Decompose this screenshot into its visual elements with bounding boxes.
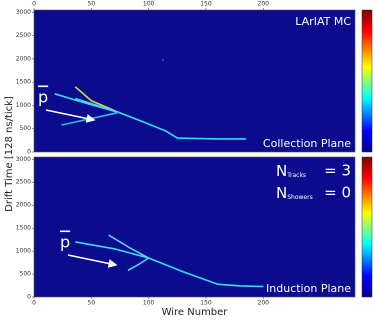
y-tick-label: 1000: [16, 102, 31, 109]
track: [75, 97, 120, 114]
y-tick-label: 2000: [16, 202, 31, 209]
y-tick-label: 1500: [16, 225, 31, 232]
track: [127, 257, 150, 272]
colorbar: [361, 9, 373, 153]
x-tick-label: 0: [32, 1, 36, 8]
annotation-symbol: N: [276, 184, 287, 202]
x-tick-label: 200: [258, 300, 270, 307]
x-tick-label: 200: [258, 1, 270, 8]
y-tick-label: 0: [27, 149, 31, 156]
annotation-value: = 3: [324, 162, 351, 180]
panel-label: LArIAT MC: [295, 15, 351, 28]
x-tick-label: 100: [143, 1, 155, 8]
plot-area: [33, 9, 356, 153]
y-tick-label: 3000: [16, 9, 31, 16]
track: [74, 86, 120, 114]
track: [161, 58, 165, 62]
y-axis-label: Drift Time [128 ns/tick]: [4, 96, 15, 212]
y-tick-label: 2000: [16, 55, 31, 62]
y-tick-label: 2500: [16, 179, 31, 186]
x-tick-label: 50: [88, 1, 96, 8]
annotation-subscript: Showers: [287, 194, 312, 201]
annotation: NShowers: [276, 184, 313, 202]
annotation-value: = 0: [324, 184, 351, 202]
track: [108, 234, 150, 259]
x-tick-label: 150: [200, 300, 212, 307]
y-tick-label: 500: [20, 271, 32, 278]
plane-label: Collection Plane: [263, 137, 351, 150]
y-tick-label: 2500: [16, 32, 31, 39]
plane-label: Induction Plane: [266, 282, 351, 295]
particle-label: p: [60, 233, 70, 252]
y-tick-label: 500: [20, 125, 32, 132]
particle-label: p: [38, 88, 48, 107]
x-tick-label: 0: [32, 300, 36, 307]
annotation: NTracks: [276, 162, 306, 180]
x-axis-label: Wire Number: [162, 307, 229, 318]
plot-area: [33, 156, 356, 298]
y-tick-label: 0: [27, 294, 31, 301]
colorbar: [361, 156, 373, 298]
x-tick-label: 100: [143, 300, 155, 307]
x-tick-label: 50: [88, 300, 96, 307]
y-tick-label: 1500: [16, 79, 31, 86]
y-tick-label: 3000: [16, 156, 31, 163]
arrow: [67, 254, 118, 268]
annotation-subscript: Tracks: [286, 172, 306, 179]
track: [54, 93, 247, 140]
x-tick-label: 150: [200, 1, 212, 8]
annotation-symbol: N: [276, 162, 287, 180]
y-tick-label: 1000: [16, 248, 31, 255]
track: [75, 241, 264, 288]
arrow: [45, 109, 96, 123]
